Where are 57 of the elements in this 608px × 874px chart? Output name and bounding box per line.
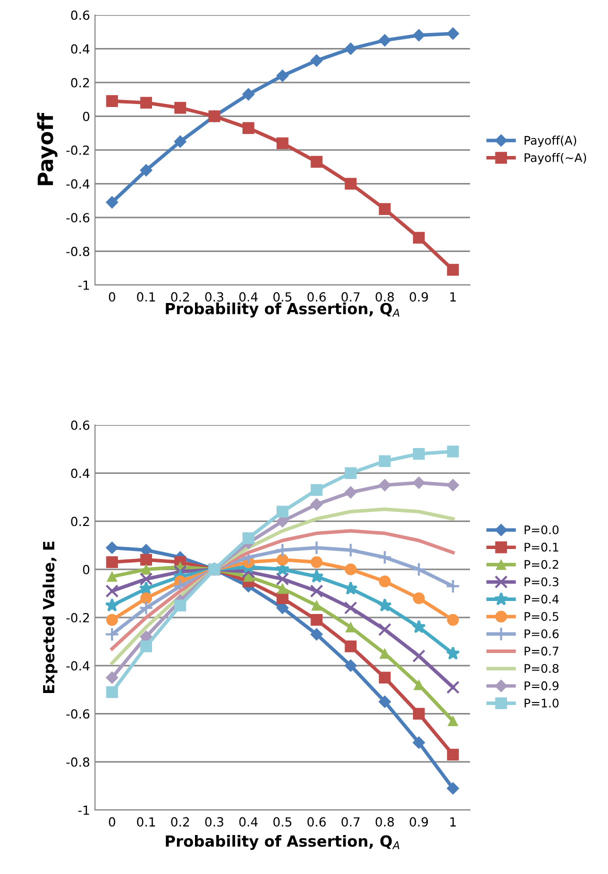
- y-tick-label: -0.2: [66, 612, 89, 622]
- y-tick-label: -0.6: [66, 212, 90, 222]
- y-axis-title: Expected Value, E: [42, 542, 58, 694]
- x-tick-label: 0.6: [307, 817, 326, 827]
- y-tick-label: 0: [83, 112, 90, 122]
- legend-label: P=0.6: [524, 629, 559, 638]
- x-tick-label: 0.5: [273, 817, 292, 827]
- legend-label: P=0.2: [524, 560, 558, 569]
- x-axis-title: Probability of Assertion, Q$_{A}$: [166, 302, 400, 318]
- y-tick-label: -0.6: [66, 709, 90, 719]
- legend-label: Payoff(~A): [524, 152, 586, 164]
- y-axis-title: Payoff: [37, 112, 58, 186]
- y-tick-label: -1: [78, 806, 89, 815]
- x-tick-label: 0.3: [205, 292, 224, 302]
- x-tick-label: 0.8: [376, 817, 394, 827]
- y-tick-label: 0.2: [71, 516, 89, 526]
- y-tick-label: 0.4: [71, 44, 90, 54]
- x-tick-label: 0.4: [239, 292, 258, 302]
- x-tick-label: 0.4: [239, 817, 258, 827]
- x-tick-label: 0.2: [171, 292, 189, 302]
- y-tick-label: 0.6: [71, 10, 90, 20]
- x-tick-label: 0.9: [410, 292, 428, 302]
- y-tick-label: 0.6: [71, 420, 90, 430]
- y-tick-label: -0.4: [66, 179, 90, 189]
- legend-label: Payoff(A): [524, 136, 576, 148]
- x-tick-label: 0.3: [205, 817, 224, 827]
- x-tick-label: 0.1: [137, 817, 155, 827]
- legend-label: P=1.0: [524, 698, 559, 708]
- x-tick-label: 0.9: [410, 817, 428, 827]
- x-tick-label: 0.7: [342, 817, 360, 827]
- legend-label: P=0.0: [524, 525, 559, 534]
- x-tick-label: 0: [108, 292, 116, 302]
- x-axis-title: Probability of Assertion, Q$_{A}$: [166, 835, 400, 850]
- x-tick-label: 0.1: [137, 292, 155, 302]
- y-tick-label: -1: [78, 280, 89, 290]
- x-tick-label: 0.5: [273, 292, 292, 302]
- x-tick-label: 0.6: [307, 292, 326, 302]
- legend-label: P=0.3: [524, 577, 558, 586]
- x-tick-label: 0.8: [376, 292, 394, 302]
- y-tick-label: -0.8: [66, 246, 90, 256]
- legend-label: P=0.5: [524, 612, 558, 621]
- legend-label: P=0.4: [524, 594, 559, 604]
- y-tick-label: -0.8: [66, 757, 90, 767]
- x-tick-label: 1: [450, 817, 456, 826]
- y-tick-label: -0.4: [66, 661, 90, 671]
- legend-label: P=0.1: [524, 542, 558, 552]
- legend-label: P=0.7: [524, 646, 558, 656]
- y-tick-label: 0.2: [71, 78, 89, 88]
- x-tick-label: 0: [108, 817, 116, 827]
- x-tick-label: 1: [450, 292, 456, 302]
- x-tick-label: 0.7: [342, 292, 360, 302]
- legend-label: P=0.8: [524, 664, 559, 673]
- y-tick-label: 0.4: [71, 468, 90, 478]
- x-tick-label: 0.2: [171, 817, 189, 827]
- legend-label: P=0.9: [524, 681, 558, 690]
- y-tick-label: -0.2: [66, 145, 89, 155]
- y-tick-label: 0: [83, 564, 90, 574]
